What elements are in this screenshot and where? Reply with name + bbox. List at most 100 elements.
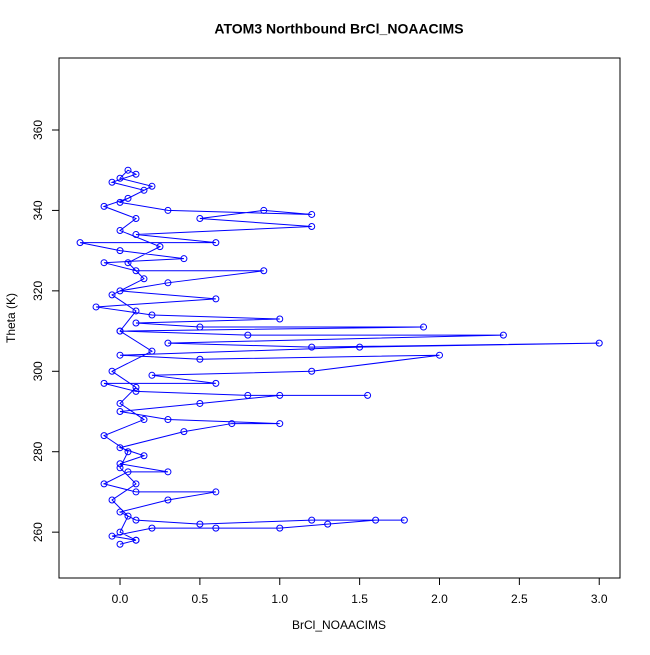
y-tick-label: 300 bbox=[31, 361, 45, 381]
data-point bbox=[156, 243, 164, 251]
data-point bbox=[499, 331, 507, 339]
data-point bbox=[108, 178, 116, 186]
data-point bbox=[164, 279, 172, 287]
data-point bbox=[244, 391, 252, 399]
data-point bbox=[308, 210, 316, 218]
data-point bbox=[212, 295, 220, 303]
data-point bbox=[132, 536, 140, 544]
data-point bbox=[364, 391, 372, 399]
data-point bbox=[148, 311, 156, 319]
x-tick-label: 1.5 bbox=[351, 592, 368, 606]
data-point bbox=[196, 323, 204, 331]
data-point bbox=[132, 214, 140, 222]
data-point bbox=[356, 343, 364, 351]
data-point bbox=[116, 408, 124, 416]
x-tick-label: 2.0 bbox=[431, 592, 448, 606]
data-point bbox=[140, 416, 148, 424]
data-point bbox=[116, 327, 124, 335]
data-point bbox=[108, 367, 116, 375]
data-point bbox=[148, 182, 156, 190]
data-point bbox=[116, 540, 124, 548]
data-point bbox=[100, 432, 108, 440]
data-point bbox=[212, 488, 220, 496]
x-axis-label: BrCl_NOAACIMS bbox=[292, 618, 386, 632]
data-point bbox=[324, 520, 332, 528]
data-point bbox=[595, 339, 603, 347]
data-point bbox=[308, 367, 316, 375]
data-point bbox=[148, 524, 156, 532]
data-point bbox=[148, 371, 156, 379]
data-point bbox=[164, 339, 172, 347]
data-point bbox=[132, 307, 140, 315]
data-point bbox=[276, 391, 284, 399]
data-point bbox=[108, 291, 116, 299]
data-point bbox=[276, 524, 284, 532]
data-point bbox=[124, 166, 132, 174]
data-point bbox=[132, 383, 140, 391]
data-point bbox=[124, 194, 132, 202]
data-point bbox=[196, 520, 204, 528]
data-point bbox=[180, 255, 188, 263]
data-point bbox=[116, 460, 124, 468]
data-point bbox=[76, 239, 84, 247]
data-point bbox=[164, 496, 172, 504]
data-point bbox=[132, 516, 140, 524]
data-point bbox=[116, 247, 124, 255]
data-point bbox=[124, 468, 132, 476]
data-point bbox=[132, 319, 140, 327]
data-point bbox=[180, 428, 188, 436]
data-point bbox=[212, 379, 220, 387]
data-point bbox=[116, 174, 124, 182]
y-axis-label: Theta (K) bbox=[4, 293, 18, 343]
data-point bbox=[420, 323, 428, 331]
data-point bbox=[435, 351, 443, 359]
data-point bbox=[276, 315, 284, 323]
data-point bbox=[196, 355, 204, 363]
plot-frame bbox=[58, 57, 621, 579]
y-tick-label: 360 bbox=[31, 120, 45, 140]
data-point bbox=[132, 387, 140, 395]
data-point bbox=[400, 516, 408, 524]
data-point bbox=[100, 480, 108, 488]
data-point bbox=[124, 512, 132, 520]
data-line bbox=[79, 169, 600, 545]
data-point bbox=[196, 399, 204, 407]
data-point bbox=[116, 198, 124, 206]
data-point bbox=[116, 508, 124, 516]
data-point bbox=[116, 351, 124, 359]
data-point bbox=[132, 170, 140, 178]
data-point bbox=[132, 488, 140, 496]
data-point bbox=[228, 420, 236, 428]
data-point bbox=[260, 267, 268, 275]
x-tick-label: 2.5 bbox=[511, 592, 528, 606]
data-point bbox=[132, 480, 140, 488]
data-point bbox=[276, 420, 284, 428]
data-point bbox=[116, 444, 124, 452]
y-tick-label: 320 bbox=[31, 281, 45, 301]
x-tick-label: 0.5 bbox=[192, 592, 209, 606]
data-point bbox=[116, 528, 124, 536]
data-point bbox=[100, 379, 108, 387]
data-point bbox=[132, 267, 140, 275]
data-point bbox=[124, 448, 132, 456]
data-point bbox=[124, 259, 132, 267]
data-point bbox=[140, 275, 148, 283]
data-point bbox=[244, 331, 252, 339]
data-point bbox=[308, 223, 316, 231]
data-point bbox=[108, 532, 116, 540]
data-point bbox=[108, 496, 116, 504]
data-point bbox=[116, 399, 124, 407]
data-point bbox=[140, 186, 148, 194]
data-point bbox=[92, 303, 100, 311]
data-point bbox=[308, 343, 316, 351]
x-tick-label: 3.0 bbox=[591, 592, 608, 606]
data-point bbox=[100, 202, 108, 210]
data-point bbox=[164, 468, 172, 476]
data-point bbox=[140, 452, 148, 460]
data-point bbox=[116, 287, 124, 295]
data-point bbox=[212, 524, 220, 532]
x-tick-label: 0.0 bbox=[112, 592, 129, 606]
data-point bbox=[308, 516, 316, 524]
y-tick-label: 260 bbox=[31, 522, 45, 542]
